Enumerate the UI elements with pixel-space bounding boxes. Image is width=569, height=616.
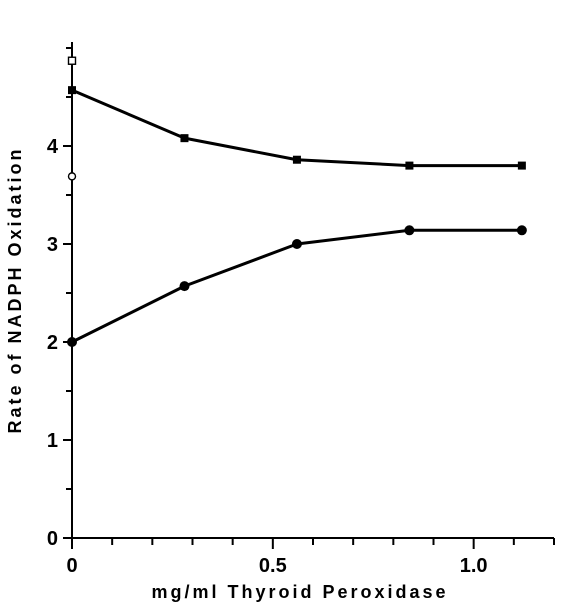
series xyxy=(67,86,527,347)
series-line-1 xyxy=(71,88,522,168)
data-point-open-square xyxy=(67,56,77,65)
data-point-open-circle xyxy=(67,172,77,181)
data-point-circle xyxy=(404,225,415,236)
data-point-circle xyxy=(67,337,77,347)
x-tick-label: 1.0 xyxy=(460,555,488,577)
x-tick-label: 0.5 xyxy=(259,555,287,577)
data-point-square xyxy=(180,134,189,143)
data-point-square xyxy=(292,155,301,164)
y-tick-label: 3 xyxy=(47,234,58,256)
x-axis-title: mg/ml Thyroid Peroxidase xyxy=(151,582,448,602)
data-point-circle xyxy=(179,281,190,292)
axes xyxy=(71,42,554,539)
data-point-square xyxy=(68,86,76,95)
y-tick-label: 4 xyxy=(47,136,59,158)
y-tick-label: 0 xyxy=(47,528,58,550)
data-point-square xyxy=(517,161,526,170)
x-tick-label: 0 xyxy=(66,555,77,577)
data-point-square xyxy=(405,161,414,170)
data-point-circle xyxy=(291,239,302,249)
tick-labels: 0 1 2 3 4 0 0.5 1.0 xyxy=(47,136,488,577)
y-tick-label: 2 xyxy=(47,332,58,354)
y-axis-title: Rate of NADPH Oxidation xyxy=(5,146,25,433)
y-tick-label: 1 xyxy=(47,430,58,452)
data-point-circle xyxy=(516,225,527,236)
extra-points xyxy=(67,56,77,181)
ticks xyxy=(63,47,555,549)
